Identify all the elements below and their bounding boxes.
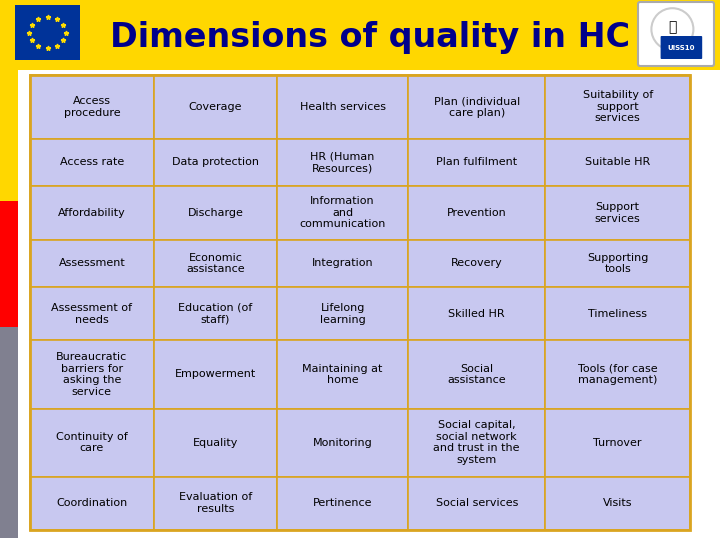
Bar xyxy=(408,287,546,340)
Bar xyxy=(30,75,153,139)
Text: Lifelong
learning: Lifelong learning xyxy=(320,303,366,325)
Text: Economic
assistance: Economic assistance xyxy=(186,253,245,274)
Bar xyxy=(277,287,408,340)
Bar xyxy=(408,408,546,476)
Text: Integration: Integration xyxy=(312,258,374,268)
Bar xyxy=(30,186,153,240)
Text: Education (of
staff): Education (of staff) xyxy=(179,303,253,325)
Bar xyxy=(15,5,80,60)
Text: Bureaucratic
barriers for
asking the
service: Bureaucratic barriers for asking the ser… xyxy=(56,352,127,397)
Bar xyxy=(153,139,277,186)
Text: Evaluation of
results: Evaluation of results xyxy=(179,492,252,514)
Bar xyxy=(277,476,408,530)
Bar xyxy=(408,240,546,287)
Bar xyxy=(153,340,277,408)
Text: Affordability: Affordability xyxy=(58,208,126,218)
Text: Recovery: Recovery xyxy=(451,258,503,268)
Bar xyxy=(153,186,277,240)
Bar xyxy=(408,476,546,530)
Bar xyxy=(277,340,408,408)
Bar xyxy=(0,201,18,327)
Text: Visits: Visits xyxy=(603,498,632,508)
Text: Supporting
tools: Supporting tools xyxy=(587,253,649,274)
Bar xyxy=(546,340,690,408)
Bar xyxy=(153,408,277,476)
Text: Plan (individual
care plan): Plan (individual care plan) xyxy=(433,96,520,118)
Bar xyxy=(277,139,408,186)
Bar xyxy=(277,75,408,139)
Bar xyxy=(0,70,18,201)
Bar xyxy=(0,327,18,538)
Text: Coverage: Coverage xyxy=(189,102,242,112)
Bar xyxy=(277,240,408,287)
Text: Plan fulfilment: Plan fulfilment xyxy=(436,158,517,167)
Bar xyxy=(408,186,546,240)
Text: Health services: Health services xyxy=(300,102,386,112)
FancyBboxPatch shape xyxy=(638,2,714,66)
Text: Discharge: Discharge xyxy=(187,208,243,218)
Text: Prevention: Prevention xyxy=(447,208,507,218)
Text: Information
and
communication: Information and communication xyxy=(300,197,386,230)
Bar xyxy=(546,139,690,186)
Text: Maintaining at
home: Maintaining at home xyxy=(302,363,383,385)
Bar xyxy=(546,408,690,476)
Text: Skilled HR: Skilled HR xyxy=(449,309,505,319)
Text: Equality: Equality xyxy=(193,437,238,448)
Text: Support
services: Support services xyxy=(595,202,641,224)
Text: Social services: Social services xyxy=(436,498,518,508)
Text: Turnover: Turnover xyxy=(593,437,642,448)
Text: Empowerment: Empowerment xyxy=(175,369,256,380)
Bar xyxy=(408,139,546,186)
Text: Suitability of
support
services: Suitability of support services xyxy=(582,90,653,124)
Bar xyxy=(30,75,690,530)
Bar xyxy=(30,340,153,408)
Text: Tools (for case
management): Tools (for case management) xyxy=(578,363,657,385)
Bar xyxy=(30,139,153,186)
Bar xyxy=(546,75,690,139)
Text: Access rate: Access rate xyxy=(60,158,124,167)
Text: Social
assistance: Social assistance xyxy=(447,363,506,385)
Text: HR (Human
Resources): HR (Human Resources) xyxy=(310,152,375,173)
Text: UISS10: UISS10 xyxy=(667,44,695,51)
Text: Access
procedure: Access procedure xyxy=(63,96,120,118)
Text: 👤: 👤 xyxy=(668,20,677,34)
Text: Coordination: Coordination xyxy=(56,498,127,508)
Bar xyxy=(546,240,690,287)
Bar xyxy=(30,287,153,340)
Text: Monitoring: Monitoring xyxy=(312,437,372,448)
Bar xyxy=(153,75,277,139)
Bar xyxy=(153,240,277,287)
Bar xyxy=(277,186,408,240)
Bar xyxy=(277,408,408,476)
Bar xyxy=(30,408,153,476)
Text: Assessment: Assessment xyxy=(58,258,125,268)
Text: Social capital,
social network
and trust in the
system: Social capital, social network and trust… xyxy=(433,420,520,465)
Text: Timeliness: Timeliness xyxy=(588,309,647,319)
Bar xyxy=(408,340,546,408)
Bar xyxy=(30,240,153,287)
Bar xyxy=(408,75,546,139)
Bar xyxy=(546,186,690,240)
Bar xyxy=(546,476,690,530)
Bar xyxy=(153,476,277,530)
Bar xyxy=(0,0,720,70)
Bar xyxy=(30,476,153,530)
FancyBboxPatch shape xyxy=(661,36,702,59)
Text: Data protection: Data protection xyxy=(172,158,259,167)
Text: Continuity of
care: Continuity of care xyxy=(56,431,127,453)
Bar xyxy=(153,287,277,340)
Bar xyxy=(546,287,690,340)
Text: Pertinence: Pertinence xyxy=(313,498,372,508)
Text: Dimensions of quality in HC: Dimensions of quality in HC xyxy=(110,22,630,55)
Text: Assessment of
needs: Assessment of needs xyxy=(51,303,132,325)
Text: Suitable HR: Suitable HR xyxy=(585,158,650,167)
